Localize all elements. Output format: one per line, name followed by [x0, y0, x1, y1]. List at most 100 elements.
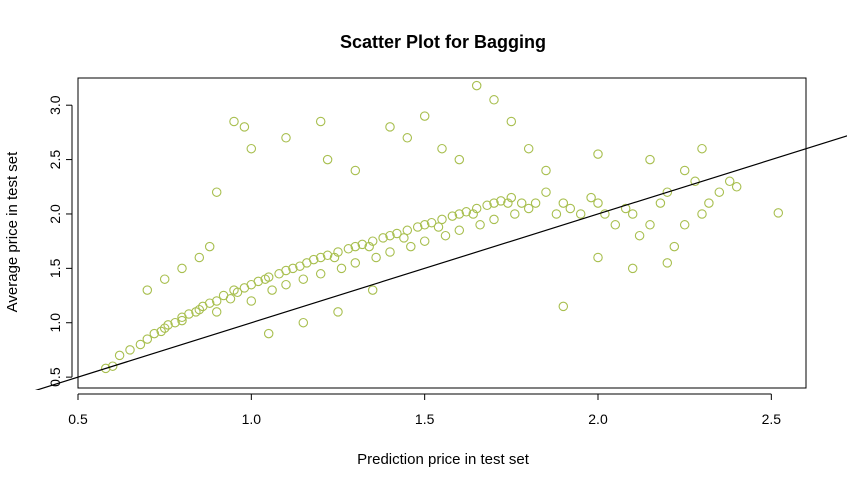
points-layer: [100, 80, 784, 374]
data-point: [586, 192, 596, 203]
data-point: [281, 133, 291, 143]
data-point: [194, 252, 205, 263]
y-tick-label: 1.5: [47, 258, 63, 278]
data-point: [489, 95, 499, 105]
data-point: [510, 209, 520, 219]
data-point: [329, 252, 340, 263]
data-point: [211, 296, 222, 306]
data-point: [336, 263, 347, 274]
data-point: [177, 315, 187, 326]
data-point: [489, 214, 499, 225]
data-point: [558, 301, 569, 312]
data-point: [343, 244, 354, 254]
data-point: [412, 222, 423, 232]
data-point: [475, 220, 485, 230]
data-point: [399, 233, 409, 243]
data-point: [627, 263, 638, 274]
data-point: [773, 208, 784, 218]
chart-title: Scatter Plot for Bagging: [340, 32, 546, 52]
data-point: [350, 165, 361, 176]
data-point: [281, 279, 291, 290]
data-point: [634, 230, 645, 241]
data-point: [440, 230, 451, 241]
data-point: [322, 250, 333, 261]
data-point: [315, 252, 326, 263]
data-point: [149, 328, 160, 339]
data-point: [402, 225, 413, 236]
data-point: [156, 326, 166, 337]
data-point: [471, 203, 482, 214]
data-point: [447, 211, 458, 221]
data-point: [679, 165, 690, 176]
data-point: [263, 272, 274, 282]
data-point: [645, 220, 655, 230]
data-point: [551, 209, 562, 219]
data-point: [496, 196, 506, 206]
data-point: [731, 182, 742, 192]
data-point: [211, 187, 222, 197]
data-point: [402, 133, 413, 143]
x-tick-label: 2.5: [762, 411, 782, 427]
data-point: [503, 198, 513, 208]
data-point: [392, 228, 402, 239]
data-point: [315, 116, 326, 127]
data-point: [385, 230, 395, 241]
data-point: [669, 241, 680, 252]
y-tick-label: 1.0: [47, 313, 63, 333]
data-point: [454, 225, 465, 236]
data-point: [308, 254, 319, 265]
data-point: [433, 222, 444, 232]
data-point: [724, 176, 735, 187]
data-point: [714, 187, 725, 197]
data-point: [385, 122, 395, 132]
data-point: [114, 350, 125, 361]
data-point: [350, 241, 361, 252]
x-axis-title: Prediction price in test set: [357, 451, 530, 468]
x-tick-label: 2.0: [588, 411, 608, 427]
data-point: [107, 361, 118, 371]
data-point: [419, 236, 430, 246]
data-point: [364, 241, 374, 252]
data-point: [697, 143, 707, 154]
data-point: [575, 209, 586, 219]
data-point: [406, 241, 416, 252]
data-point: [645, 154, 655, 165]
data-point: [593, 252, 603, 263]
data-point: [593, 149, 603, 159]
x-tick-label: 0.5: [68, 411, 88, 427]
data-point: [246, 296, 257, 306]
data-point: [679, 220, 690, 230]
data-point: [142, 334, 153, 344]
y-tick-label: 2.0: [47, 204, 63, 224]
data-point: [281, 265, 291, 276]
data-point: [357, 239, 368, 250]
data-point: [333, 307, 343, 317]
data-point: [267, 285, 277, 295]
data-point: [419, 111, 430, 121]
data-point: [530, 198, 541, 208]
data-point: [263, 328, 274, 339]
data-point: [662, 258, 673, 268]
data-point: [558, 198, 569, 208]
y-tick-label: 3.0: [47, 95, 63, 115]
x-tick-label: 1.5: [415, 411, 435, 427]
data-point: [454, 154, 465, 165]
data-point: [655, 198, 666, 208]
data-point: [454, 209, 465, 219]
data-point: [419, 220, 430, 230]
data-point: [437, 143, 447, 154]
data-point: [135, 339, 146, 350]
data-point: [523, 143, 534, 154]
data-point: [163, 320, 173, 330]
data-point: [100, 363, 111, 374]
data-point: [371, 252, 381, 263]
data-point: [367, 236, 378, 246]
data-point: [204, 298, 215, 308]
data-point: [437, 214, 447, 225]
data-point: [367, 285, 378, 295]
data-point: [159, 274, 170, 284]
x-tick-label: 1.0: [242, 411, 262, 427]
x-axis: 0.5 1.0 1.5 2.0 2.5: [68, 393, 782, 427]
data-point: [177, 263, 187, 274]
